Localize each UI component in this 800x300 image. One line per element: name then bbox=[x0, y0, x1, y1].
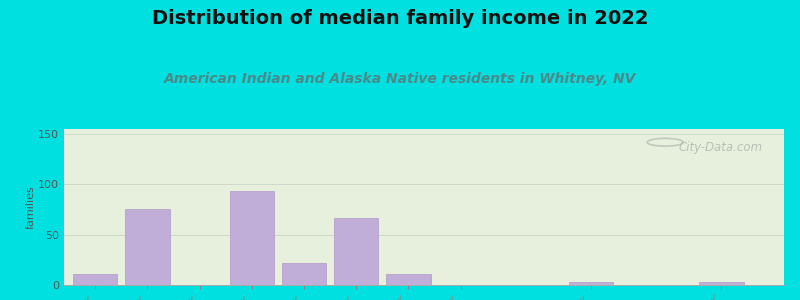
Y-axis label: families: families bbox=[26, 185, 35, 229]
Text: American Indian and Alaska Native residents in Whitney, NV: American Indian and Alaska Native reside… bbox=[164, 72, 636, 86]
Bar bbox=[334, 218, 378, 285]
Bar bbox=[569, 282, 613, 285]
Bar bbox=[282, 263, 326, 285]
Bar bbox=[699, 282, 743, 285]
Bar bbox=[73, 274, 118, 285]
Bar bbox=[230, 191, 274, 285]
Bar bbox=[386, 274, 430, 285]
Text: City-Data.com: City-Data.com bbox=[678, 142, 762, 154]
Text: Distribution of median family income in 2022: Distribution of median family income in … bbox=[152, 9, 648, 28]
Bar bbox=[126, 208, 170, 285]
